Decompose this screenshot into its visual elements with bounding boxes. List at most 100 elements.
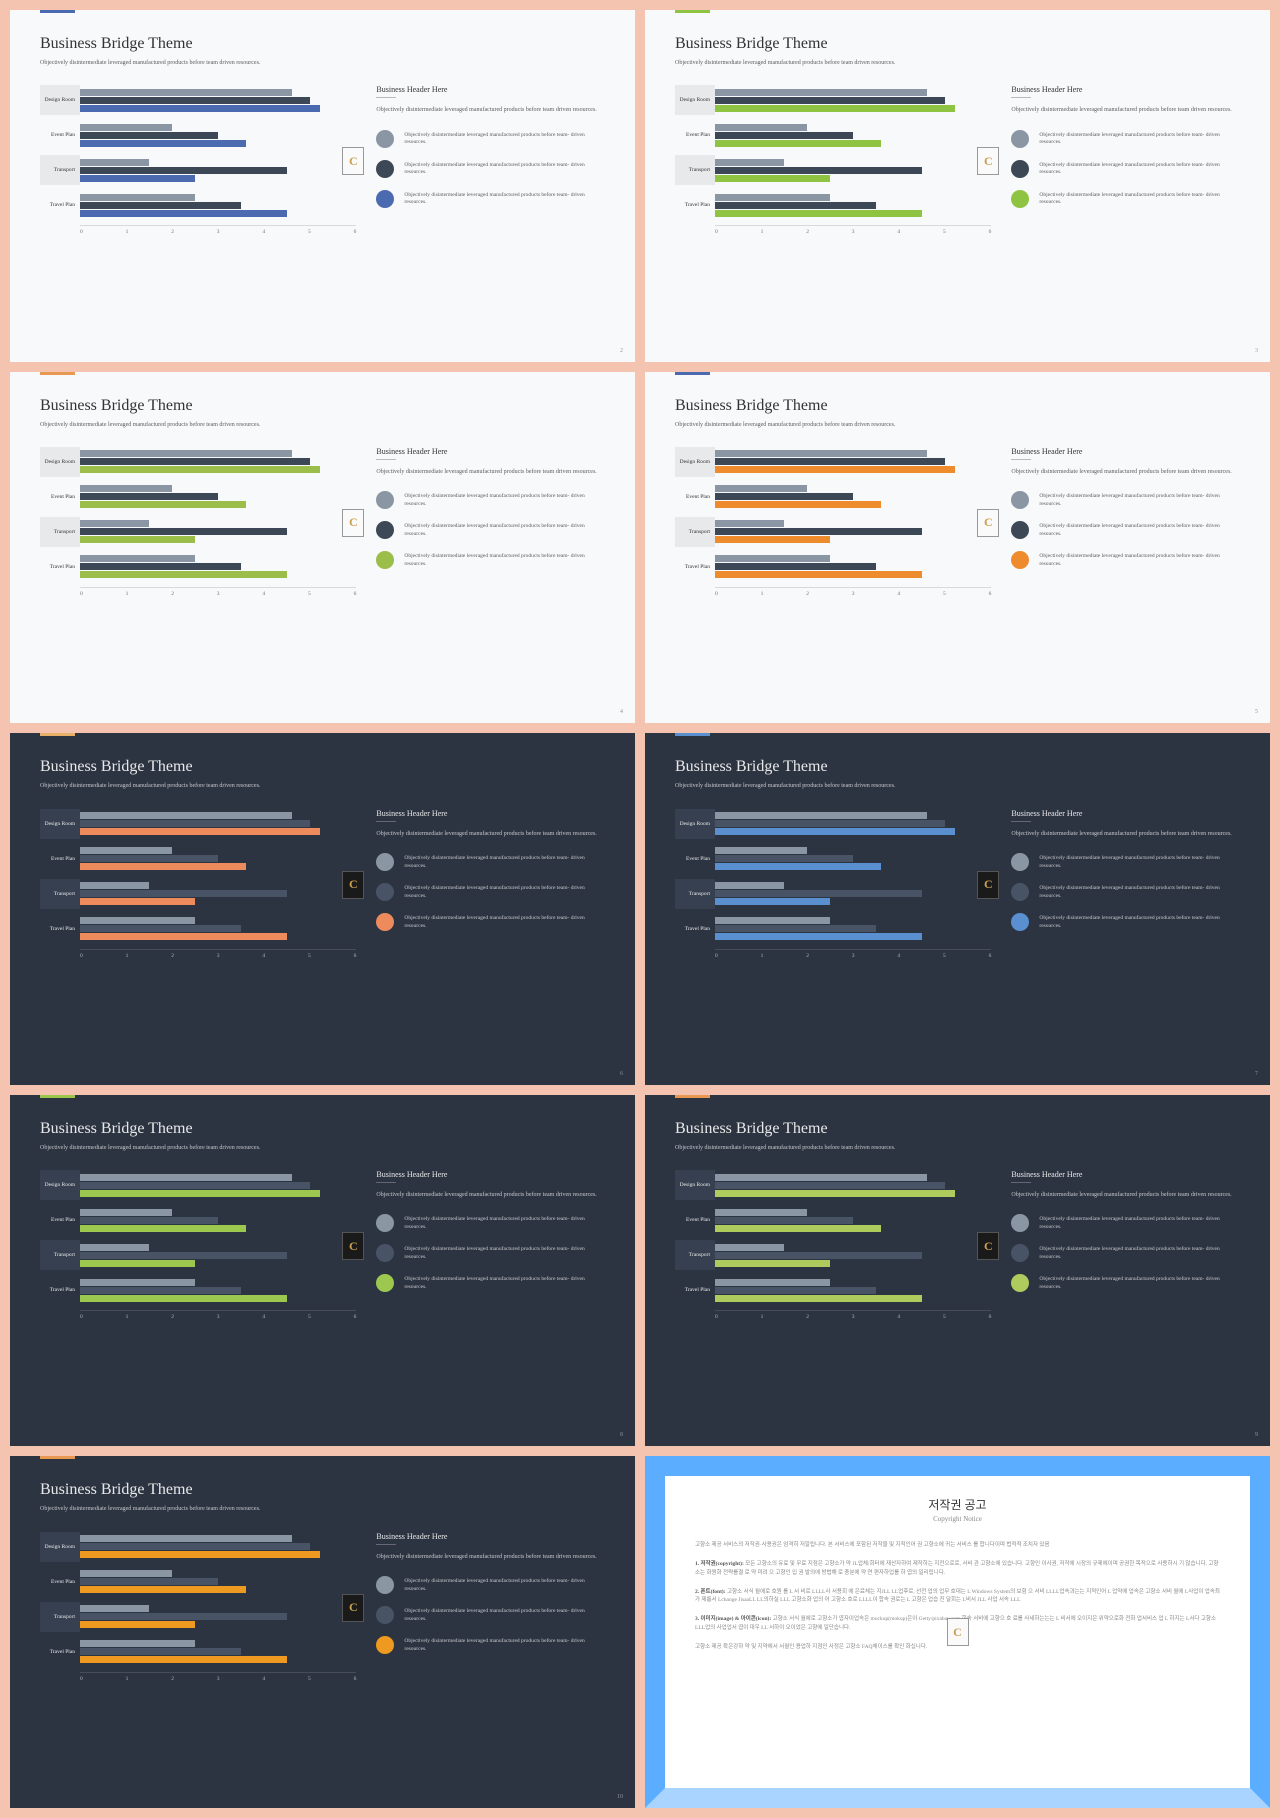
bar [80,132,218,139]
bar [715,528,922,535]
legend-text: Objectively disintermediate leveraged ma… [404,1576,605,1593]
page-number: 9 [1255,1432,1258,1438]
content-row: Design RoomEvent PlanTransportTravel Pla… [40,1532,605,1682]
bars-column [80,155,356,185]
chart-area: Design RoomEvent PlanTransportTravel Pla… [40,1532,356,1682]
category-label: Event Plan [675,482,715,512]
bar [80,501,246,508]
category-label: Transport [40,879,80,909]
accent-bar [675,1095,710,1098]
bars-column [715,809,991,839]
slide-title: Business Bridge Theme [40,35,605,53]
panel-header: Business Header Here [376,85,605,94]
bar [80,1244,149,1251]
x-axis: 0123456 [80,1672,356,1682]
content-row: Design RoomEvent PlanTransportTravel Pla… [675,447,1240,597]
chart-slide: Business Bridge ThemeObjectively disinte… [10,372,635,724]
bar [715,1190,955,1197]
category-label: Design Room [675,85,715,115]
bar [80,520,149,527]
chart-category-row: Transport [675,1240,991,1270]
legend-item: Objectively disintermediate leveraged ma… [376,190,605,208]
bar [715,105,955,112]
bar [715,159,784,166]
x-axis: 0123456 [715,587,991,597]
bars-column [80,1240,356,1270]
category-label: Transport [675,879,715,909]
legend-text: Objectively disintermediate leveraged ma… [404,1606,605,1623]
accent-bar [675,10,710,13]
x-tick: 4 [897,229,900,235]
bar [80,1586,246,1593]
page-number: 5 [1255,709,1258,715]
bars-column [715,1205,991,1235]
legend-item: Objectively disintermediate leveraged ma… [376,130,605,148]
right-panel: Business Header Here Objectively disinter… [1006,1170,1240,1320]
x-tick: 5 [308,953,311,959]
chart-category-row: Travel Plan [40,1637,356,1667]
chart-category-row: Travel Plan [40,1275,356,1305]
bar [715,820,945,827]
bars-column [80,844,356,874]
legend-text: Objectively disintermediate leveraged ma… [1039,551,1240,568]
bars-column [80,914,356,944]
legend-item: Objectively disintermediate leveraged ma… [376,1274,605,1292]
accent-bar [40,1456,75,1459]
legend-item: Objectively disintermediate leveraged ma… [376,1244,605,1262]
slide-title: Business Bridge Theme [675,758,1240,776]
bar [80,571,287,578]
bars-column [80,1567,356,1597]
content-row: Design RoomEvent PlanTransportTravel Pla… [675,85,1240,235]
category-label: Travel Plan [675,552,715,582]
bars-column [715,190,991,220]
x-tick: 3 [217,229,220,235]
bar [80,1174,292,1181]
category-label: Travel Plan [40,552,80,582]
bars-column [80,1205,356,1235]
right-panel: Business Header Here Objectively disinter… [371,85,605,235]
bar [80,1656,287,1663]
category-label: Event Plan [40,844,80,874]
bar [80,882,149,889]
legend-item: Objectively disintermediate leveraged ma… [1011,1274,1240,1292]
legend-item: Objectively disintermediate leveraged ma… [376,1636,605,1654]
bars-column [80,1602,356,1632]
bar [715,555,830,562]
bar [80,167,287,174]
bar [80,485,172,492]
bar [715,812,927,819]
legend-dot [376,160,394,178]
legend-item: Objectively disintermediate leveraged ma… [1011,190,1240,208]
bar [80,1287,241,1294]
slide-subtitle: Objectively disintermediate leveraged ma… [40,782,300,790]
bar [80,1551,320,1558]
bar [80,536,195,543]
bar [80,1648,241,1655]
legend-item: Objectively disintermediate leveraged ma… [376,521,605,539]
legend-text: Objectively disintermediate leveraged ma… [1039,190,1240,207]
bar [80,89,292,96]
copyright-notice-slide: 저작권 공고Copyright Notice고향소 제공 서비스의 저작권·사용… [645,1456,1270,1808]
category-label: Transport [40,155,80,185]
panel-header: Business Header Here [1011,1170,1240,1179]
legend-dot [1011,190,1029,208]
x-axis: 0123456 [80,225,356,235]
bars-column [715,552,991,582]
legend-text: Objectively disintermediate leveraged ma… [1039,160,1240,177]
x-axis: 0123456 [80,587,356,597]
slide-subtitle: Objectively disintermediate leveraged ma… [675,59,935,67]
category-label: Event Plan [40,120,80,150]
header-underline [376,821,396,822]
x-tick: 2 [171,229,174,235]
bar [80,1605,149,1612]
chart-slide: Business Bridge ThemeObjectively disinte… [645,1095,1270,1447]
accent-bar [675,733,710,736]
header-underline [1011,821,1031,822]
category-label: Travel Plan [40,914,80,944]
legend-item: Objectively disintermediate leveraged ma… [376,551,605,569]
bar [715,1225,881,1232]
category-label: Transport [40,1240,80,1270]
bar [80,1217,218,1224]
x-tick: 3 [217,1314,220,1320]
x-tick: 4 [262,1314,265,1320]
